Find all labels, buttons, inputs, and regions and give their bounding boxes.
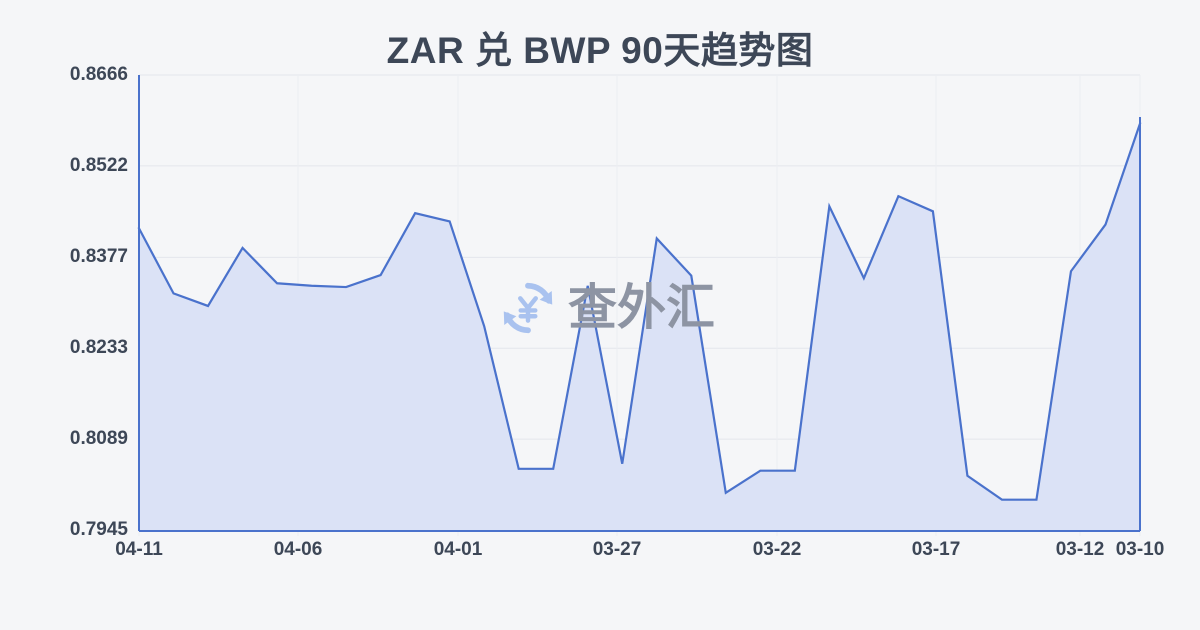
y-axis-tick-label: 0.8089 (69, 428, 128, 450)
y-axis-labels: 0.8666 0.8522 0.8377 0.8233 0.8089 0.7945 (32, 0, 128, 630)
x-axis-tick-label: 03-27 (592, 539, 642, 560)
x-axis-tick-label: 04-11 (115, 539, 163, 560)
y-axis-tick-label: 0.8666 (69, 64, 128, 85)
x-axis-tick-label: 03-12 (1055, 539, 1105, 560)
x-axis-tick-label: 03-22 (752, 539, 802, 560)
x-axis-tick-label: 03-17 (911, 539, 961, 560)
x-axis-tick-label: 03-10 (1115, 539, 1165, 560)
y-axis-tick-label: 0.8522 (69, 154, 128, 176)
page-title: ZAR 兑 BWP 90天趋势图 (386, 30, 814, 71)
x-axis-tick-label: 04-01 (433, 539, 483, 560)
x-axis-tick-label: 04-06 (273, 539, 323, 560)
y-axis-tick-label: 0.7945 (69, 519, 128, 540)
y-axis-tick-label: 0.8377 (69, 246, 128, 268)
y-axis-tick-label: 0.8233 (69, 337, 128, 359)
chart-line (137, 122, 1142, 501)
chart-area-fill (139, 123, 1140, 530)
